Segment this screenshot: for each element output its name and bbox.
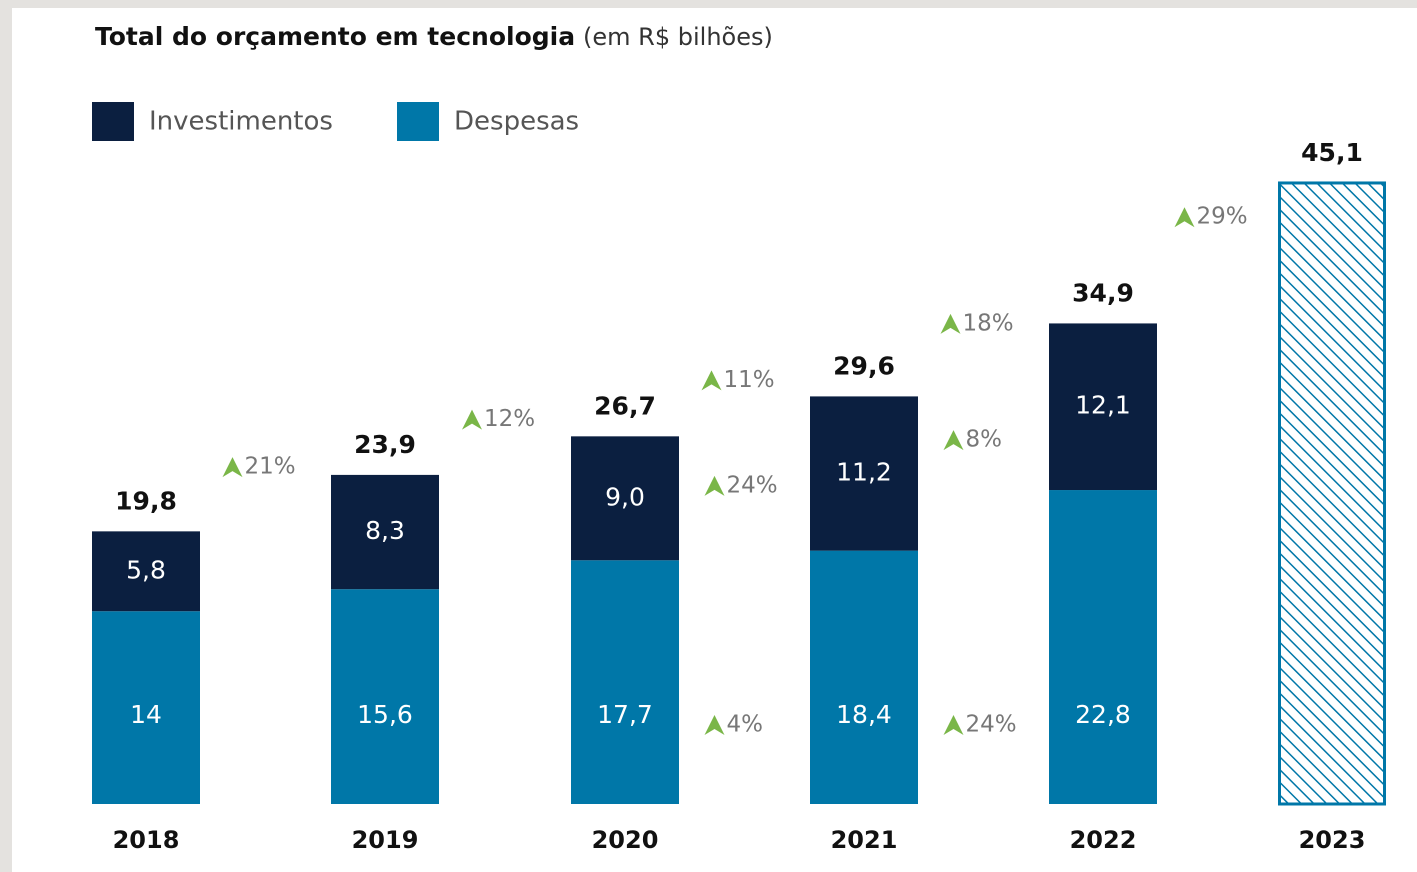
panel (12, 8, 1417, 872)
bar-segment (1049, 490, 1157, 804)
growth-arrow (704, 715, 725, 735)
value-label: 11,2 (836, 458, 892, 487)
growth-arrow (222, 457, 243, 478)
bar-segment (331, 589, 439, 804)
subtitle: (em R$ bilhões) (583, 23, 773, 51)
total-label: 29,6 (833, 351, 895, 380)
bar-segment (571, 436, 679, 561)
legend-label: Investimentos (149, 107, 333, 137)
growth-arrow (704, 475, 725, 496)
total-label: 34,9 (1072, 278, 1134, 307)
value-label: 9,0 (605, 482, 645, 511)
x-tick-label: 2021 (831, 826, 898, 854)
total-label: 26,7 (594, 391, 656, 420)
growth-label: 21% (245, 454, 296, 480)
growth-label: 24% (727, 472, 778, 498)
growth-label: 29% (1197, 204, 1248, 230)
growth-label: 11% (724, 367, 775, 393)
growth-label: 8% (966, 427, 1003, 453)
chart-title: Total do orçamento em tecnologia (em R$ … (95, 22, 773, 51)
value-label: 8,3 (365, 516, 405, 545)
value-label: 18,4 (836, 700, 892, 729)
x-tick-label: 2022 (1070, 826, 1137, 854)
x-tick-label: 2020 (592, 826, 659, 854)
x-tick-label: 2019 (352, 826, 419, 854)
x-tick-label: 2023 (1299, 826, 1366, 854)
growth-arrow (462, 409, 482, 430)
growth-arrow (1174, 207, 1195, 228)
value-label: 22,8 (1075, 700, 1131, 729)
growth-arrow (940, 313, 961, 334)
value-label: 5,8 (126, 555, 166, 584)
title: Total do orçamento em tecnologia (95, 22, 575, 51)
value-label: 17,7 (597, 700, 653, 729)
total-label: 45,1 (1301, 138, 1363, 167)
value-label: 14 (130, 700, 162, 729)
growth-arrow (943, 430, 964, 451)
value-label: 15,6 (357, 700, 413, 729)
legend-label: Despesas (454, 107, 579, 137)
legend-swatch (397, 102, 439, 141)
bar-segment (92, 531, 200, 612)
growth-label: 4% (727, 712, 764, 738)
growth-label: 18% (963, 310, 1014, 336)
bar-segment (92, 611, 200, 804)
bar-segment (1049, 323, 1157, 491)
total-label: 23,9 (354, 430, 416, 459)
legend-swatch (92, 102, 134, 141)
bar-segment (810, 396, 918, 551)
value-label: 12,1 (1075, 391, 1131, 420)
growth-arrow (943, 715, 964, 735)
growth-label: 24% (966, 712, 1017, 738)
bar-total (1278, 181, 1386, 806)
bar-segment (810, 550, 918, 804)
x-tick-label: 2018 (113, 826, 180, 854)
growth-arrow (701, 370, 722, 391)
growth-label: 12% (484, 406, 535, 432)
bar-segment (331, 474, 439, 590)
total-label: 19,8 (115, 486, 177, 515)
bar-segment (571, 560, 679, 804)
